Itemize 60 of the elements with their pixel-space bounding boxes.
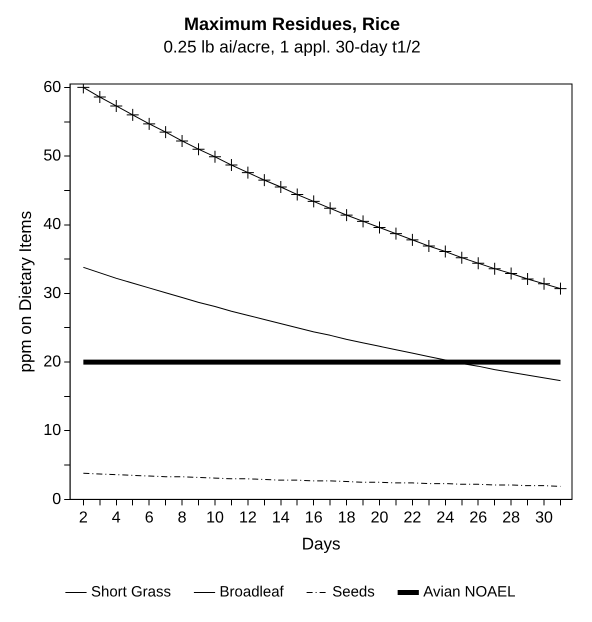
point: [208, 150, 222, 164]
point: [307, 194, 320, 208]
point: [356, 214, 370, 228]
point: [406, 233, 419, 246]
x-tick-label: 28: [502, 509, 520, 526]
x-tick-label: 4: [112, 509, 121, 526]
x-axis-title: Days: [302, 534, 340, 554]
x-tick-label: 14: [272, 509, 290, 526]
y-tick-label: 20: [43, 353, 62, 370]
point: [159, 126, 172, 139]
chart-subtitle: 0.25 lb ai/acre, 1 appl. 30-day t1/2: [163, 37, 421, 56]
point: [422, 240, 436, 253]
point: [290, 188, 304, 202]
point: [438, 245, 452, 258]
point: [126, 108, 140, 122]
x-tick-label: 20: [370, 509, 389, 526]
point: [521, 272, 534, 286]
point: [340, 208, 354, 222]
x-tick-label: 10: [206, 509, 224, 526]
x-tick-label: 8: [178, 509, 187, 526]
x-tick-label: 30: [535, 509, 554, 526]
y-tick-label: 0: [52, 490, 62, 508]
x-tick-label: 6: [144, 509, 154, 526]
point: [554, 282, 567, 296]
point: [504, 267, 518, 280]
chart-title: Maximum Residues, Rice: [184, 14, 400, 34]
legend-label: Short Grass: [90, 584, 172, 601]
point: [274, 180, 288, 194]
point: [538, 277, 551, 290]
legend-label: Seeds: [332, 584, 375, 601]
point: [389, 227, 402, 240]
point: [373, 221, 386, 234]
x-tick-label: 26: [469, 509, 488, 526]
y-tick-label: 60: [43, 78, 62, 96]
point: [142, 117, 156, 130]
y-tick-label: 40: [43, 216, 62, 234]
x-tick-label: 12: [238, 509, 257, 526]
point: [192, 142, 206, 156]
x-tick-label: 18: [338, 509, 356, 526]
point: [241, 166, 254, 180]
x-tick-label: 2: [78, 509, 88, 526]
point: [93, 90, 106, 104]
point: [324, 202, 337, 215]
x-tick-label: 22: [404, 509, 422, 526]
x-tick-label: 16: [304, 509, 323, 526]
legend-label: Avian NOAEL: [423, 584, 516, 601]
point: [472, 256, 485, 270]
point: [176, 134, 189, 148]
x-tick-label: 24: [436, 509, 454, 526]
y-tick-label: 10: [43, 422, 62, 440]
point: [110, 99, 123, 112]
point: [224, 158, 238, 172]
point: [258, 174, 271, 187]
line-series: [82, 472, 561, 487]
point: [488, 262, 502, 276]
point: [455, 251, 468, 264]
legend-label: Broadleaf: [220, 584, 285, 601]
y-tick-label: 30: [43, 284, 62, 302]
y-tick-label: 50: [43, 148, 62, 164]
y-axis-title: ppm on Dietary Items: [16, 210, 35, 372]
